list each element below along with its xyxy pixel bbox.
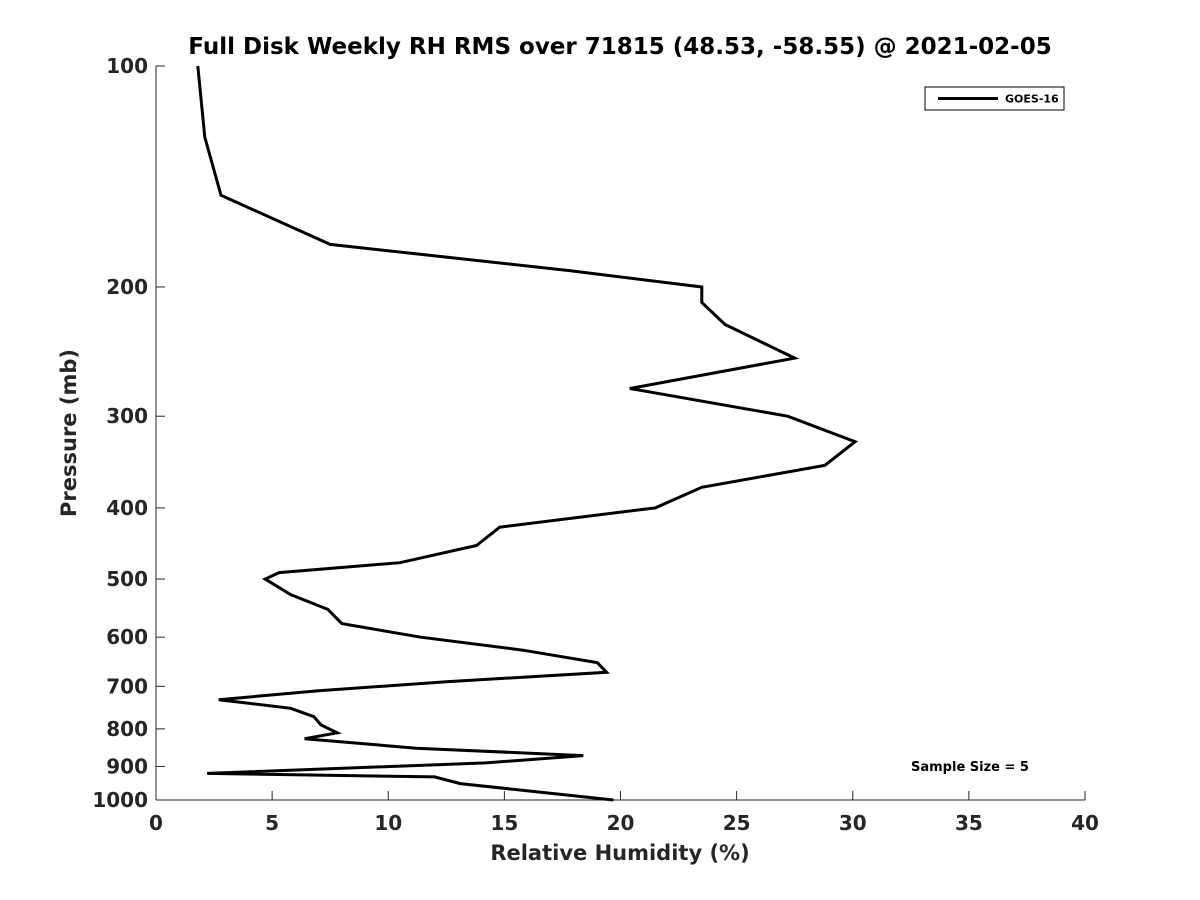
y-tick-label: 800 bbox=[106, 717, 148, 741]
y-tick-label: 200 bbox=[106, 275, 148, 299]
y-tick-label: 900 bbox=[106, 754, 148, 778]
x-tick-label: 0 bbox=[149, 811, 163, 835]
x-axis-title: Relative Humidity (%) bbox=[490, 841, 749, 865]
y-tick-label: 600 bbox=[106, 625, 148, 649]
x-tick-label: 30 bbox=[839, 811, 867, 835]
y-axis-title: Pressure (mb) bbox=[57, 349, 81, 517]
plot-area: 0 5 10 15 20 25 30 35 40 100 200 300 400 500 600 700 800… bbox=[92, 54, 1099, 835]
x-tick-label: 10 bbox=[374, 811, 402, 835]
series-line-goes-16 bbox=[196, 65, 859, 802]
y-tick-label: 400 bbox=[106, 496, 148, 520]
legend: GOES-16 bbox=[924, 86, 1065, 111]
x-tick-label: 5 bbox=[265, 811, 279, 835]
y-tick-label: 700 bbox=[106, 674, 148, 698]
y-tick-label: 100 bbox=[106, 54, 148, 78]
x-tick-label: 20 bbox=[607, 811, 635, 835]
x-tick-label: 40 bbox=[1071, 811, 1099, 835]
y-tick-label: 300 bbox=[106, 404, 148, 428]
legend-label-goes-16: GOES-16 bbox=[1005, 93, 1059, 106]
sample-size-annotation: Sample Size = 5 bbox=[911, 760, 1029, 775]
x-tick-label: 35 bbox=[955, 811, 983, 835]
x-tick-label: 25 bbox=[723, 811, 751, 835]
y-tick-label: 1000 bbox=[92, 788, 148, 812]
chart-title: Full Disk Weekly RH RMS over 71815 (48.5… bbox=[188, 34, 1051, 60]
y-tick-label: 500 bbox=[106, 567, 148, 591]
x-tick-label: 15 bbox=[490, 811, 518, 835]
